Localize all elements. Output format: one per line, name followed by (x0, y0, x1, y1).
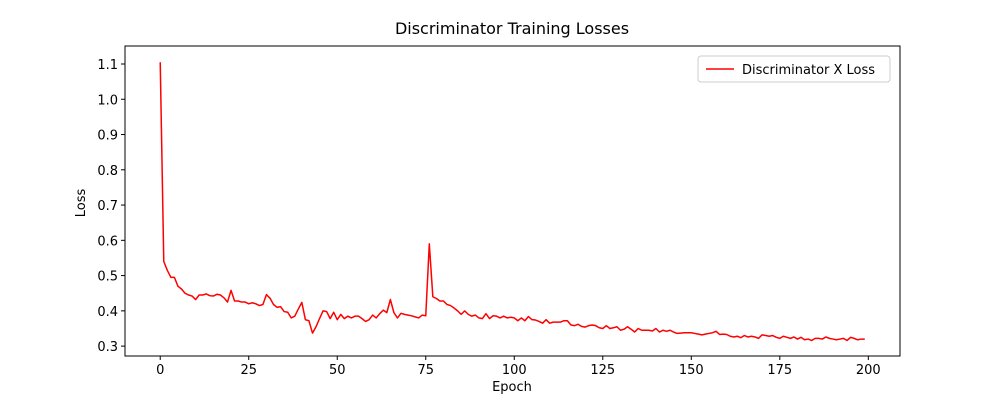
x-tick-label: 100 (502, 363, 527, 378)
x-tick-label: 175 (767, 363, 792, 378)
x-tick-label: 75 (417, 363, 434, 378)
y-tick-label: 1.1 (97, 58, 118, 73)
chart-title: Discriminator Training Losses (395, 19, 629, 38)
y-tick-label: 0.7 (97, 199, 118, 214)
x-tick-label: 50 (329, 363, 346, 378)
legend-frame (697, 55, 891, 83)
y-axis-label: Loss (74, 189, 89, 218)
x-tick-label: 25 (240, 363, 257, 378)
x-tick-label: 200 (856, 363, 881, 378)
x-tick-label: 125 (590, 363, 615, 378)
x-tick-label: 150 (679, 363, 704, 378)
x-axis-label: Epoch (492, 380, 532, 395)
y-tick-label: 0.3 (97, 340, 118, 355)
y-tick-label: 1.0 (97, 93, 118, 108)
y-tick-label: 0.5 (97, 270, 118, 285)
y-tick-label: 0.4 (97, 305, 118, 320)
legend-label: Discriminator X Loss (742, 63, 875, 78)
line-series (159, 62, 865, 342)
plot-frame (124, 45, 901, 357)
y-tick-label: 0.8 (97, 164, 118, 179)
y-tick-label: 0.6 (97, 234, 118, 249)
legend: Discriminator X Loss (697, 55, 891, 83)
y-tick-label: 0.9 (97, 129, 118, 144)
x-tick-label: 0 (156, 363, 164, 378)
